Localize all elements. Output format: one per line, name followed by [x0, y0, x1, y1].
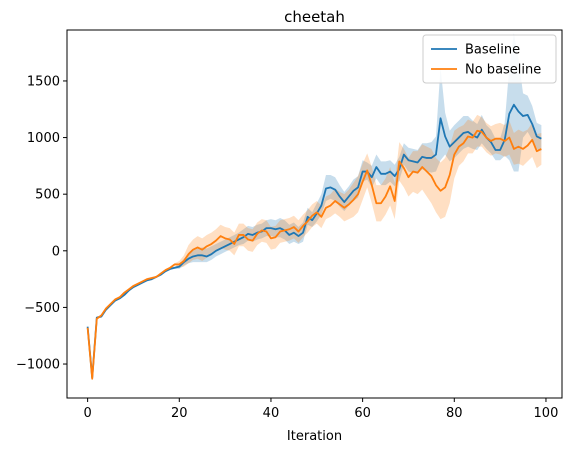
y-axis-ticks: −1000 −500 0 500 1000 1500: [16, 74, 67, 373]
legend-box: [422, 34, 557, 84]
band-series-1: [87, 114, 542, 380]
x-tick-label: 20: [171, 406, 188, 421]
y-tick-label: 500: [35, 188, 60, 203]
confidence-bands: [87, 33, 542, 380]
x-tick-label: 80: [446, 406, 463, 421]
chart-title: cheetah: [284, 8, 345, 26]
x-tick-label: 40: [263, 406, 280, 421]
line-series-0: [86, 103, 542, 379]
y-tick-label: −500: [24, 301, 60, 316]
y-tick-label: 0: [52, 244, 60, 259]
x-axis-label: Iteration: [287, 429, 342, 444]
x-tick-label: 60: [354, 406, 371, 421]
legend: Baseline No baseline: [422, 34, 557, 84]
x-axis-ticks: 0 20 40 60 80 100: [83, 398, 558, 421]
y-tick-label: 1000: [27, 131, 60, 146]
y-tick-label: −1000: [16, 358, 60, 373]
line-series-1: [86, 129, 542, 380]
series-lines: [86, 103, 542, 380]
y-tick-label: 1500: [27, 74, 60, 89]
x-tick-label: 100: [534, 406, 559, 421]
plot-frame: [66, 29, 563, 399]
legend-label-series-0: Baseline: [465, 43, 520, 58]
x-tick-label: 0: [83, 406, 91, 421]
legend-label-series-1: No baseline: [465, 63, 541, 78]
